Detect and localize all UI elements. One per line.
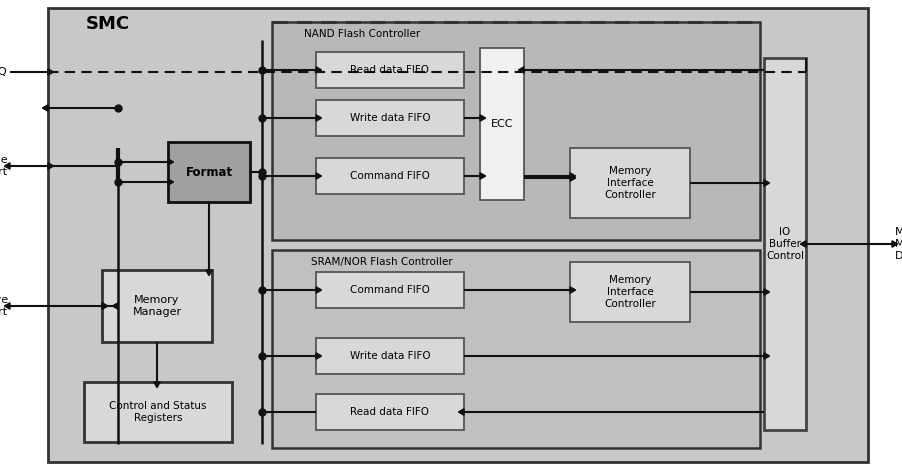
Bar [316,52,464,88]
Bar [316,394,464,430]
Polygon shape [892,241,897,247]
Text: Control and Status
Registers: Control and Status Registers [109,401,207,423]
Polygon shape [316,287,322,293]
Text: IO
Buffer
Control: IO Buffer Control [766,227,804,260]
Text: SRAM/NOR Flash Controller: SRAM/NOR Flash Controller [311,257,453,267]
Text: MIO to
Memory
Devices: MIO to Memory Devices [895,227,902,260]
Polygon shape [154,382,161,388]
Polygon shape [764,289,769,295]
Polygon shape [764,353,769,359]
Bar [84,382,232,442]
Text: Memory
Manager: Memory Manager [133,295,181,317]
Polygon shape [570,287,575,293]
Text: IRQ: IRQ [0,67,8,77]
Text: Command FIFO: Command FIFO [350,171,430,181]
Text: Memory
Interface
Controller: Memory Interface Controller [604,166,656,200]
Polygon shape [206,270,212,275]
Polygon shape [570,173,575,179]
Polygon shape [316,115,322,121]
Text: Write data FIFO: Write data FIFO [350,351,430,361]
Bar [764,58,806,430]
Text: SMC: SMC [86,15,130,33]
Bar [316,100,464,136]
Polygon shape [480,173,485,179]
Polygon shape [316,173,322,179]
Text: NAND Flash Controller: NAND Flash Controller [304,29,420,39]
Polygon shape [316,67,322,73]
Text: Format: Format [186,165,233,179]
Bar [272,250,760,448]
Polygon shape [458,409,464,415]
Bar [272,22,760,240]
Bar [316,272,464,308]
Text: ECC: ECC [491,119,513,129]
Polygon shape [168,179,173,185]
Polygon shape [5,303,10,309]
Text: Read data FIFO: Read data FIFO [351,65,429,75]
Text: Read data FIFO: Read data FIFO [351,407,429,417]
Bar [316,158,464,194]
Text: AXI Slave
Port: AXI Slave Port [0,155,8,177]
Polygon shape [5,163,10,169]
Polygon shape [570,175,575,181]
Bar [168,142,250,202]
Polygon shape [800,241,806,247]
Text: ABP Slave
Port: ABP Slave Port [0,295,8,317]
Polygon shape [102,303,107,309]
Polygon shape [113,303,118,309]
Polygon shape [168,159,173,165]
Text: Command FIFO: Command FIFO [350,285,430,295]
Bar [316,338,464,374]
Polygon shape [102,303,107,309]
Bar [480,48,524,200]
Text: Memory
Interface
Controller: Memory Interface Controller [604,275,656,309]
Polygon shape [316,353,322,359]
Text: Write data FIFO: Write data FIFO [350,113,430,123]
Polygon shape [519,67,524,73]
Polygon shape [764,180,769,186]
Bar [570,262,690,322]
Bar [570,148,690,218]
Polygon shape [42,105,48,111]
Polygon shape [480,115,485,121]
Polygon shape [48,69,53,75]
Bar [102,270,212,342]
Polygon shape [48,163,53,169]
